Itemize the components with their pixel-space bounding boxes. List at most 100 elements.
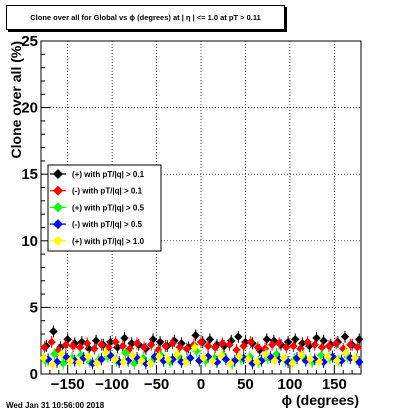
data-point xyxy=(39,353,48,363)
data-point xyxy=(97,355,106,364)
data-point xyxy=(267,340,277,349)
legend-marker xyxy=(53,169,63,179)
y-axis-title: Clone over all (%) xyxy=(8,41,24,158)
data-point xyxy=(48,360,57,369)
data-point xyxy=(315,357,324,367)
data-point xyxy=(319,336,328,345)
y-tick-label: 5 xyxy=(30,299,38,316)
data-point xyxy=(68,341,78,351)
data-point xyxy=(288,359,297,368)
data-point xyxy=(49,327,58,336)
data-point xyxy=(111,337,120,347)
data-point xyxy=(90,344,99,353)
x-tick-label: −50 xyxy=(144,376,169,393)
data-point xyxy=(246,337,255,347)
y-tick-label: 10 xyxy=(21,233,38,250)
data-point xyxy=(186,353,195,363)
data-point xyxy=(291,335,300,344)
data-point xyxy=(340,332,350,341)
data-point xyxy=(177,357,186,367)
data-point xyxy=(203,341,213,351)
data-point xyxy=(182,344,191,353)
data-point xyxy=(252,357,262,367)
data-point xyxy=(196,337,206,347)
data-point xyxy=(119,357,128,367)
data-point xyxy=(226,359,235,368)
data-point xyxy=(59,359,68,368)
legend-box xyxy=(47,164,162,252)
x-tick-label: 0 xyxy=(197,376,205,393)
data-point xyxy=(191,331,200,340)
data-point xyxy=(168,339,177,348)
y-tick-label: 25 xyxy=(21,33,38,50)
data-point xyxy=(221,355,231,364)
data-point xyxy=(75,343,85,352)
data-point xyxy=(225,340,234,349)
data-point xyxy=(261,349,271,359)
data-point xyxy=(331,339,341,348)
data-point xyxy=(289,341,298,351)
data-point xyxy=(125,344,135,353)
data-point xyxy=(306,355,315,364)
data-point xyxy=(317,343,327,352)
data-point xyxy=(150,352,159,361)
data-point xyxy=(211,343,220,352)
data-point xyxy=(324,341,334,351)
data-point xyxy=(350,353,359,363)
data-point xyxy=(239,341,248,351)
chart-title: Clone over all for Global vs ϕ (degrees)… xyxy=(6,5,285,30)
data-point xyxy=(57,349,66,359)
data-point xyxy=(163,355,173,364)
grid-layer xyxy=(41,41,361,374)
data-point xyxy=(353,343,362,352)
data-point xyxy=(217,351,226,360)
data-point xyxy=(328,352,337,361)
data-point xyxy=(312,333,321,343)
data-point xyxy=(190,343,199,352)
data-point xyxy=(296,344,305,353)
data-point xyxy=(147,340,156,349)
data-point xyxy=(282,343,291,352)
data-point xyxy=(208,356,217,365)
data-point xyxy=(235,352,244,361)
data-point xyxy=(234,332,243,341)
y-tick-label: 20 xyxy=(21,100,38,117)
data-point xyxy=(146,359,155,368)
data-point xyxy=(203,352,213,361)
x-tick-label: −150 xyxy=(51,376,85,393)
data-point xyxy=(101,348,111,357)
data-point xyxy=(323,352,333,361)
data-point xyxy=(341,348,351,357)
data-point xyxy=(303,337,312,347)
data-point xyxy=(155,352,164,361)
data-point xyxy=(355,335,364,344)
data-point xyxy=(121,348,130,357)
data-point xyxy=(319,357,328,367)
data-point xyxy=(137,356,146,365)
data-point xyxy=(120,333,129,343)
data-point xyxy=(205,335,215,344)
legend-label: (+) with pT/|q| > 0.1 xyxy=(72,170,145,179)
data-point xyxy=(61,340,71,349)
data-point xyxy=(279,353,288,363)
data-point xyxy=(50,349,59,359)
data-point xyxy=(139,343,149,352)
data-point xyxy=(243,355,253,364)
legend-marker xyxy=(53,185,63,196)
x-tick-label: 50 xyxy=(237,376,254,393)
data-point xyxy=(181,357,191,367)
legend-label: (-) with pT/|q| > 0.1 xyxy=(72,187,143,196)
x-tick-label: 150 xyxy=(322,376,347,393)
x-axis-title: ϕ (degrees) xyxy=(282,392,359,408)
data-point xyxy=(88,359,97,368)
data-point xyxy=(270,356,279,365)
data-point xyxy=(118,341,127,351)
data-point xyxy=(260,344,270,353)
data-point xyxy=(172,349,182,359)
legend-marker xyxy=(53,235,63,246)
data-point xyxy=(346,340,355,349)
legend-label: (+) with pT/|q| > 0.5 xyxy=(72,203,145,212)
data-point xyxy=(332,356,342,365)
data-point xyxy=(262,335,271,344)
